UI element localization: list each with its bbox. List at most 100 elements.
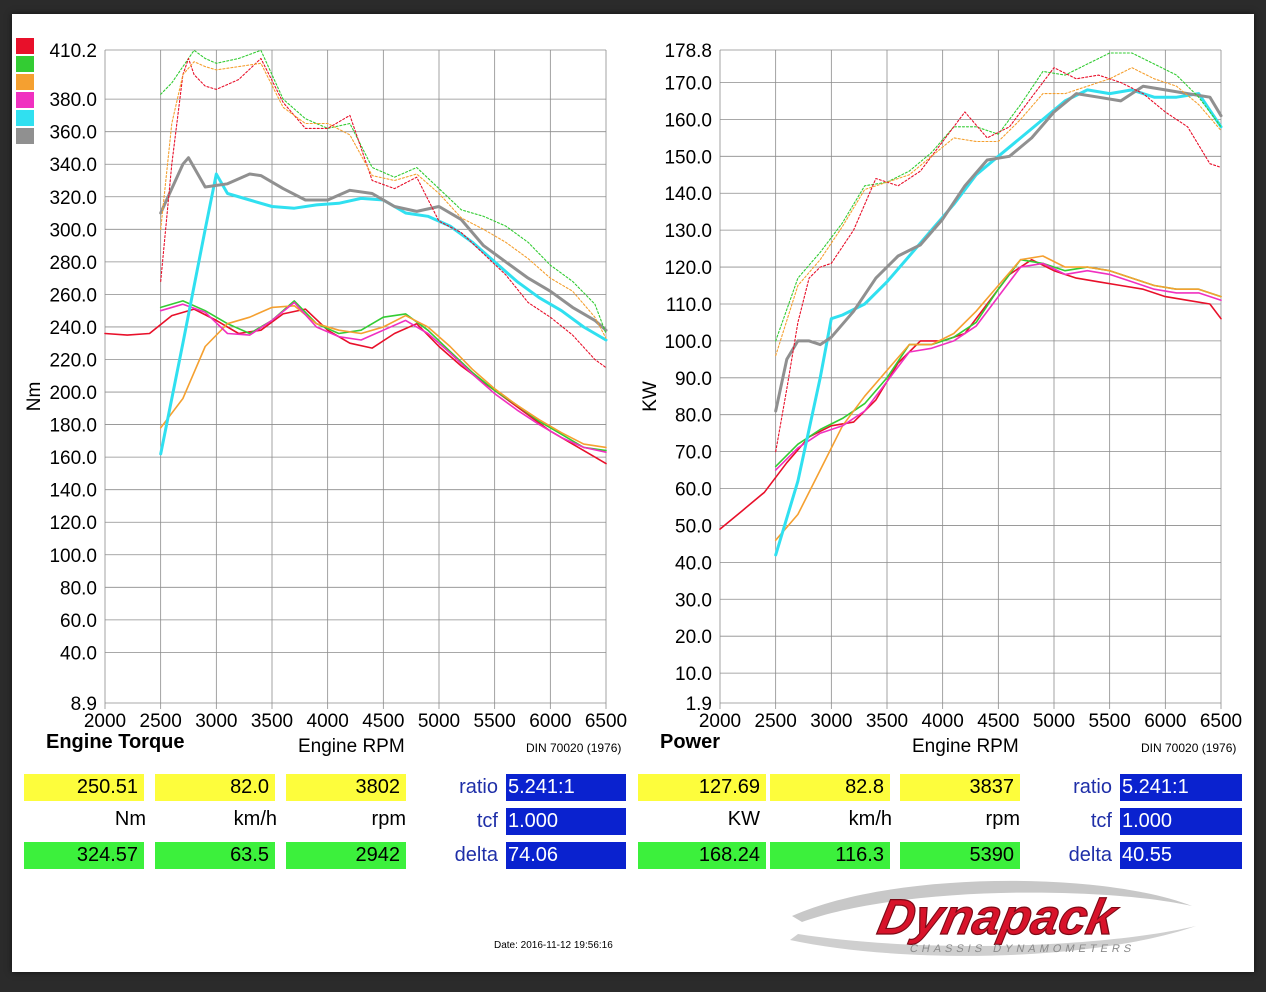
power-y-tick-label: 90.0 (675, 369, 712, 390)
power-y-axis-label: KW (640, 381, 661, 412)
torque-y-tick-label: 240.0 (49, 318, 97, 339)
legend-swatch-3 (16, 92, 34, 108)
torque-standard: DIN 70020 (1976) (526, 741, 622, 755)
torque-panel-title: Engine Torque (46, 731, 185, 753)
torque-cursor-rpm: 3802 (286, 774, 406, 801)
torque-y-tick-label: 40.0 (60, 643, 97, 664)
power-y-tick-label: 160.0 (664, 110, 712, 131)
power-x-tick-label: 6000 (1144, 711, 1186, 732)
torque-y-tick-label: 100.0 (49, 546, 97, 567)
power-x-tick-label: 3000 (810, 711, 852, 732)
power-series-line (775, 67, 1222, 453)
power-x-tick-label: 4500 (977, 711, 1019, 732)
power-series-line (775, 52, 1222, 342)
power-x-tick-label: 6500 (1200, 711, 1242, 732)
torque-y-axis-label: Nm (24, 382, 45, 412)
power-y-tick-label: 10.0 (675, 664, 712, 685)
torque-y-tick-label: 60.0 (60, 611, 97, 632)
torque-chart: 410.2 380.0 360.0 340.0 320.0 300.0 280.0 260.0… (24, 41, 1242, 732)
report-date: Date: 2016-11-12 19:56:16 (494, 940, 613, 951)
power-y-tick-label: 1.9 (686, 694, 712, 715)
legend-swatch-0 (16, 38, 34, 54)
power-series-line (775, 67, 1222, 357)
torque-delta-label: delta (454, 844, 498, 866)
power-y-tick-label: 80.0 (675, 406, 712, 427)
power-y-tick-label: 50.0 (675, 516, 712, 537)
torque-cursor-value: 250.51 (24, 774, 144, 801)
power-series-line (774, 262, 1222, 471)
power-x-tick-label: 5500 (1089, 711, 1131, 732)
power-delta-label: delta (1068, 844, 1112, 866)
torque-ratio-value: 5.241:1 (506, 774, 626, 801)
power-y-tick-label: 100.0 (664, 332, 712, 353)
torque-unit-kmh: km/h (233, 808, 277, 830)
power-y-tick-label: 140.0 (664, 184, 712, 205)
power-y-tick-label: 120.0 (664, 258, 712, 279)
torque-x-tick-label: 5000 (418, 711, 460, 732)
power-ratio-label: ratio (1073, 776, 1112, 798)
torque-y-tick-label: 410.2 (49, 41, 97, 62)
power-delta-value: 40.55 (1120, 842, 1242, 869)
power-unit-kw: KW (727, 808, 760, 830)
power-x-tick-label: 2000 (699, 711, 741, 732)
legend-swatch-2 (16, 74, 34, 90)
run-legend (16, 38, 34, 146)
power-xlabel: Engine RPM (912, 736, 1019, 757)
dyno-report-sheet: 410.2 380.0 360.0 340.0 320.0 300.0 280.0 260.0… (12, 14, 1254, 972)
power-y-tick-label: 40.0 (675, 553, 712, 574)
torque-y-tick-label: 120.0 (49, 513, 97, 534)
torque-y-tick-label: 360.0 (49, 123, 97, 144)
power-y-tick-label: 60.0 (675, 480, 712, 501)
torque-y-tick-label: 140.0 (49, 481, 97, 502)
legend-swatch-5 (16, 128, 34, 144)
power-y-tick-label: 170.0 (664, 73, 712, 94)
torque-tcf-value: 1.000 (506, 808, 626, 835)
power-y-tick-label: 150.0 (664, 147, 712, 168)
torque-peak-speed: 63.5 (155, 842, 275, 869)
torque-y-tick-label: 80.0 (60, 578, 97, 599)
torque-series-line (160, 57, 607, 369)
torque-x-tick-label: 4500 (362, 711, 404, 732)
power-y-tick-label: 130.0 (664, 221, 712, 242)
torque-y-tick-label: 180.0 (49, 416, 97, 437)
power-tcf-value: 1.000 (1120, 808, 1242, 835)
torque-y-tick-label: 200.0 (49, 383, 97, 404)
power-panel-title: Power (660, 731, 721, 753)
torque-y-tick-label: 260.0 (49, 285, 97, 306)
power-series-line (774, 84, 1223, 413)
power-peak-value: 168.24 (638, 842, 766, 869)
torque-series-line (159, 301, 607, 454)
torque-y-tick-label: 160.0 (49, 448, 97, 469)
power-y-tick-label: 20.0 (675, 627, 712, 648)
power-y-tick-label: 70.0 (675, 443, 712, 464)
power-unit-kmh: km/h (848, 808, 892, 830)
torque-x-tick-label: 2000 (84, 711, 126, 732)
dynapack-logo-wordmark: Dynapack (873, 889, 1124, 945)
power-y-tick-label: 178.8 (664, 41, 712, 62)
power-cursor-rpm: 3837 (900, 774, 1020, 801)
power-unit-rpm: rpm (985, 808, 1020, 830)
torque-series-line (160, 49, 607, 335)
power-x-tick-label: 4000 (922, 711, 964, 732)
power-y-tick-label: 110.0 (666, 295, 712, 316)
torque-series-line (159, 304, 607, 449)
dynapack-logo: Dynapack CHASSIS DYNAMOMETERS (790, 880, 1196, 956)
torque-xlabel: Engine RPM (298, 736, 405, 757)
torque-x-tick-label: 5500 (474, 711, 516, 732)
torque-ratio-label: ratio (459, 776, 498, 798)
power-x-tick-label: 5000 (1033, 711, 1075, 732)
dynapack-logo-tagline: CHASSIS DYNAMOMETERS (909, 943, 1137, 955)
torque-y-tick-label: 320.0 (49, 188, 97, 209)
power-peak-speed: 116.3 (770, 842, 890, 869)
power-cursor-speed: 82.8 (770, 774, 890, 801)
torque-delta-value: 74.06 (506, 842, 626, 869)
torque-peak-rpm: 2942 (286, 842, 406, 869)
torque-x-tick-label: 4000 (307, 711, 349, 732)
torque-series-line (159, 156, 608, 332)
torque-x-tick-label: 2500 (140, 711, 182, 732)
torque-unit-nm: Nm (114, 808, 146, 830)
torque-unit-rpm: rpm (371, 808, 406, 830)
torque-x-tick-label: 3000 (195, 711, 237, 732)
torque-x-tick-label: 6000 (529, 711, 571, 732)
power-ratio-value: 5.241:1 (1120, 774, 1242, 801)
